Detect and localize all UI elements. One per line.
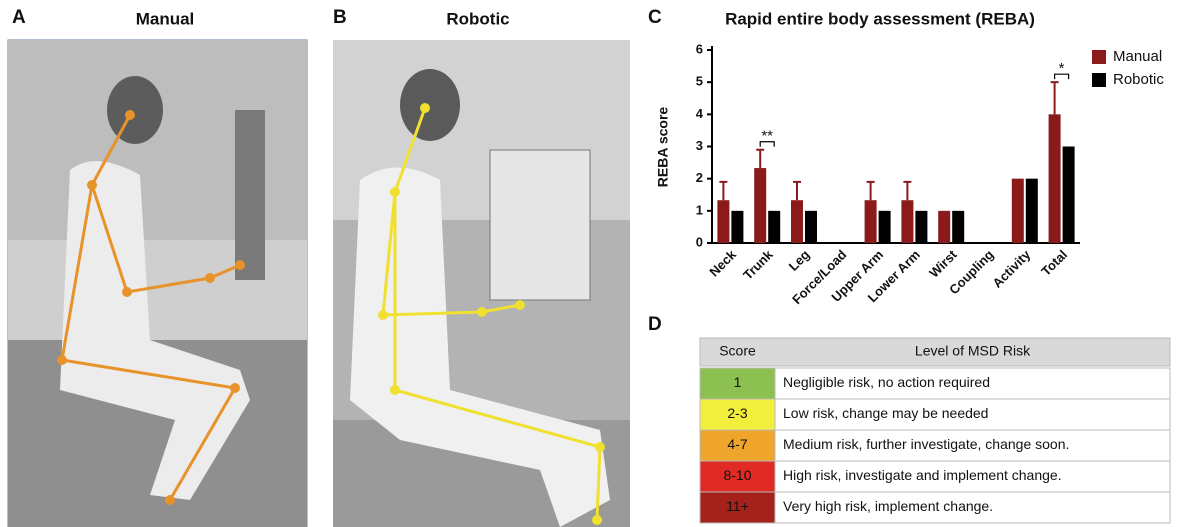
significance-label: **	[761, 128, 773, 145]
bar	[938, 210, 951, 243]
legend-swatch	[1092, 73, 1106, 87]
bar	[915, 210, 928, 243]
score-cell	[699, 429, 776, 462]
risk-text: Medium risk, further investigate, change…	[783, 436, 1069, 452]
y-tick-label: 2	[696, 170, 703, 185]
bar	[717, 200, 730, 243]
risk-text: Negligible risk, no action required	[783, 374, 990, 390]
x-tick-label: Wirst	[926, 246, 960, 280]
legend-swatch	[1092, 50, 1106, 64]
panel-letter: B	[333, 7, 347, 28]
x-tick-label: Activity	[990, 246, 1034, 290]
error-bar	[756, 148, 765, 169]
x-tick-label: Trunk	[740, 246, 776, 282]
score-text: 1	[734, 374, 742, 390]
significance-bracket	[1054, 73, 1070, 80]
score-cell	[699, 460, 776, 493]
panel-letter: C	[648, 7, 662, 28]
score-text: 2-3	[727, 405, 747, 421]
bar	[901, 200, 914, 243]
error-bar	[1050, 81, 1059, 115]
score-cell	[699, 398, 776, 431]
y-tick-label: 6	[696, 41, 703, 56]
y-axis-label: REBA score	[655, 107, 671, 188]
significance-label: *	[1059, 60, 1065, 77]
x-tick-label: Leg	[786, 247, 813, 274]
bar	[791, 200, 803, 243]
bar	[1062, 146, 1075, 243]
risk-cell	[774, 429, 1171, 462]
bar	[1048, 114, 1061, 243]
photo-robotic	[333, 40, 630, 527]
table-header: Level of MSD Risk	[915, 343, 1031, 359]
y-tick-label: 1	[696, 202, 703, 217]
y-tick-label: 5	[696, 74, 703, 89]
bar	[878, 210, 891, 243]
error-bar	[793, 180, 801, 201]
risk-text: Low risk, change may be needed	[783, 405, 988, 421]
y-tick-label: 4	[696, 106, 704, 121]
panel-title: Manual	[136, 9, 195, 28]
photo-manual	[7, 39, 308, 527]
error-bar	[866, 180, 875, 201]
error-bar	[719, 180, 728, 201]
risk-cell	[774, 491, 1171, 524]
x-tick-label: Neck	[706, 246, 739, 279]
panel-title: Robotic	[446, 9, 509, 28]
risk-cell	[774, 460, 1171, 493]
bar	[1025, 178, 1038, 243]
bar	[731, 210, 744, 243]
score-cell	[699, 491, 776, 524]
bar	[754, 168, 767, 243]
legend-label: Robotic	[1113, 71, 1164, 88]
significance-bracket	[759, 141, 775, 147]
table-header-bg	[699, 337, 1171, 367]
legend-label: Manual	[1113, 48, 1162, 65]
y-tick-label: 0	[696, 234, 703, 249]
score-text: 8-10	[723, 467, 751, 483]
bar	[864, 200, 877, 243]
bar	[1011, 178, 1024, 243]
chart-title: Rapid entire body assessment (REBA)	[725, 9, 1035, 28]
table-header: Score	[719, 343, 756, 359]
bar	[952, 210, 965, 243]
error-bar	[903, 180, 912, 201]
bar	[805, 210, 817, 243]
risk-cell	[774, 398, 1171, 431]
score-text: 4-7	[727, 436, 747, 452]
x-tick-label: Total	[1038, 247, 1070, 279]
y-tick-label: 3	[696, 138, 703, 153]
panel-letter: A	[12, 7, 26, 28]
bar	[768, 210, 781, 243]
panel-letter: D	[648, 314, 662, 335]
risk-text: High risk, investigate and implement cha…	[783, 467, 1062, 483]
risk-cell	[774, 367, 1171, 400]
risk-text: Very high risk, implement change.	[783, 498, 993, 514]
score-text: 11+	[726, 498, 749, 514]
